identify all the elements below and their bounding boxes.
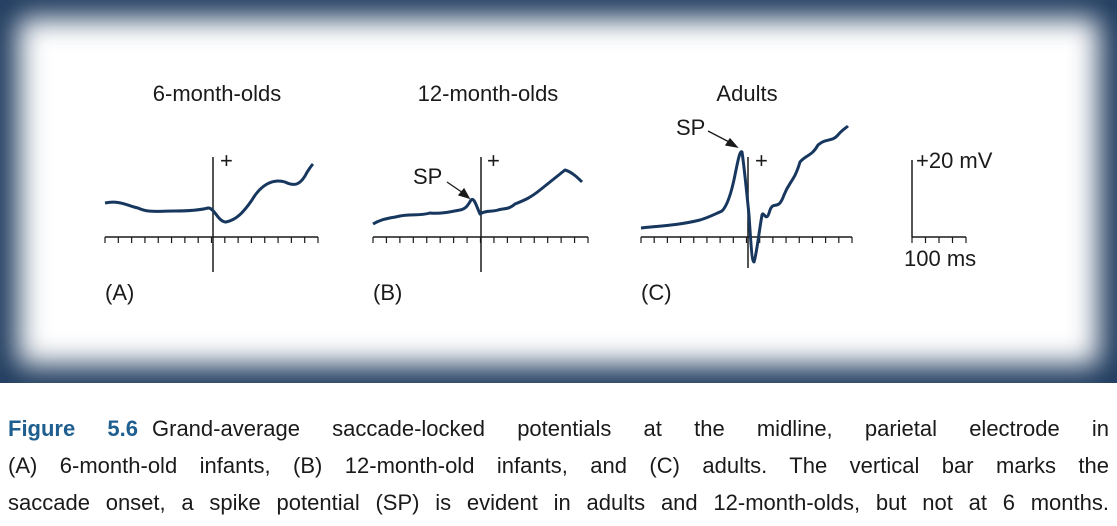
caption-line: saccade onset, a spike potential (SP) is…	[8, 490, 1109, 515]
arrows	[446, 130, 739, 200]
onset-mark: +	[220, 148, 233, 173]
figure-frame	[0, 0, 1117, 383]
waveform-a	[104, 162, 315, 224]
panel-title: Adults	[716, 81, 777, 106]
figure: 6-month-olds 12-month-olds Adults + + + …	[104, 81, 993, 305]
axes	[105, 157, 966, 272]
sp-label: SP	[413, 164, 442, 189]
panel-title: 12-month-olds	[418, 81, 559, 106]
scale-amplitude: +20 mV	[916, 148, 993, 173]
sp-label: SP	[676, 115, 705, 140]
panel-letter: (C)	[641, 280, 672, 305]
panel-letter: (A)	[105, 280, 134, 305]
caption-line: Figure 5.6 Grand-average saccade-locked p…	[8, 416, 1109, 442]
caption-label: Figure 5.6	[8, 416, 138, 441]
scale-time: 100 ms	[904, 246, 976, 271]
arrow-head	[724, 137, 739, 148]
ticks	[104, 237, 967, 243]
onset-mark: +	[755, 148, 768, 173]
waveforms	[104, 124, 850, 264]
panel-title: 6-month-olds	[153, 81, 281, 106]
arrow-head	[457, 187, 471, 200]
waveform-c	[640, 124, 850, 264]
onset-mark: +	[487, 148, 500, 173]
caption-line: (A) 6-month-old infants, (B) 12-month-ol…	[8, 453, 1109, 478]
waveform-b	[372, 168, 584, 226]
panel-letter: (B)	[373, 280, 402, 305]
caption-text: Grand-average saccade-locked potentials …	[152, 416, 1109, 441]
